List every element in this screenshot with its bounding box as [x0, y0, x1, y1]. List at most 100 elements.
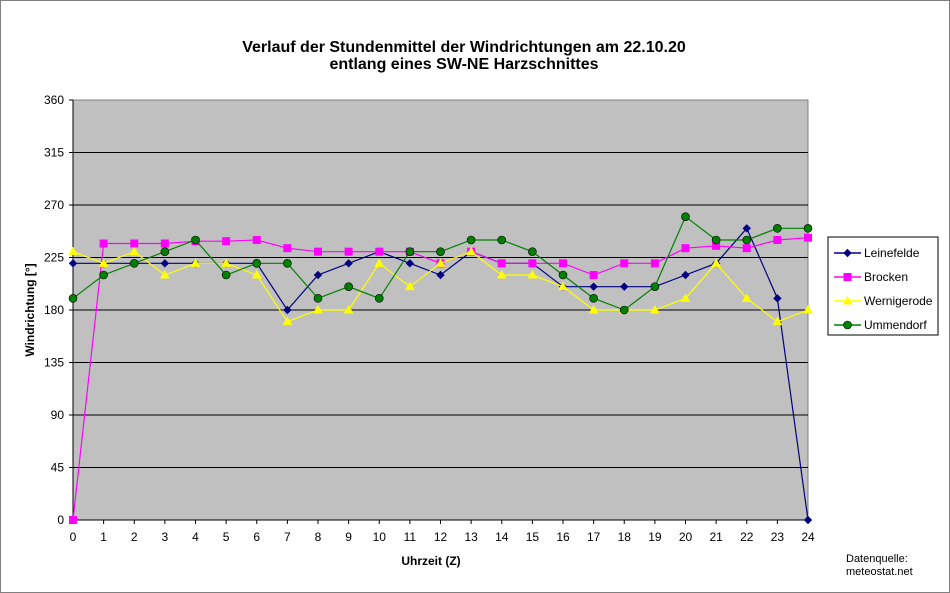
data-point-leinefelde-18	[620, 282, 629, 291]
legend-label-wernigerode: Wernigerode	[864, 294, 933, 308]
data-point-wernigerode-3	[160, 269, 170, 279]
legend: Leinefelde Brocken Wernigerode Ummendorf	[834, 246, 933, 332]
data-point-ummendorf-21	[711, 235, 721, 245]
data-point-ummendorf-4	[191, 235, 200, 245]
data-point-wernigerode-14	[496, 269, 507, 279]
data-point-brocken-22	[742, 244, 751, 253]
data-point-wernigerode-2	[129, 246, 140, 256]
data-point-ummendorf-9	[344, 282, 353, 291]
data-point-leinefelde-22	[742, 224, 751, 233]
y-tick-label-90: 90	[51, 408, 65, 422]
data-point-wernigerode-10	[374, 258, 385, 267]
data-point-wernigerode-20	[680, 293, 691, 302]
source-label: Datenquelle:	[846, 553, 908, 565]
data-point-brocken-15	[528, 259, 537, 268]
x-tick-label-5: 5	[223, 530, 230, 544]
data-point-brocken-0	[69, 516, 77, 524]
legend-entry-leinefelde: Leinefelde	[834, 246, 920, 260]
x-tick-label-9: 9	[345, 530, 352, 544]
x-tick-label-8: 8	[315, 530, 322, 544]
y-tick-label-45: 45	[51, 461, 65, 475]
x-tick-label-13: 13	[464, 530, 478, 544]
data-point-wernigerode-12	[435, 258, 446, 267]
series-wernigerode	[68, 246, 813, 326]
y-tick-label-315: 315	[44, 146, 64, 160]
data-point-ummendorf-8	[313, 294, 323, 303]
data-point-brocken-19	[650, 259, 659, 268]
y-axis-title: Windrichtung [°]	[23, 263, 37, 356]
data-point-wernigerode-13	[466, 246, 476, 256]
data-point-leinefelde-24	[803, 515, 813, 525]
data-point-wernigerode-23	[772, 316, 783, 326]
data-point-brocken-3	[160, 239, 169, 248]
data-point-ummendorf-20	[681, 212, 690, 221]
data-point-brocken-1	[99, 239, 108, 248]
x-tick-label-3: 3	[162, 530, 169, 544]
legend-label-leinefelde: Leinefelde	[864, 246, 920, 260]
data-point-brocken-23	[773, 236, 782, 244]
legend-label-ummendorf: Ummendorf	[864, 318, 927, 332]
data-point-wernigerode-11	[405, 281, 415, 291]
legend-marker-wernigerode	[842, 295, 853, 305]
data-point-wernigerode-1	[98, 258, 109, 267]
data-point-ummendorf-3	[160, 247, 170, 256]
series-ummendorf	[68, 212, 813, 315]
data-point-ummendorf-5	[221, 270, 231, 280]
data-point-leinefelde-17	[589, 282, 598, 291]
x-axis-title: Uhrzeit (Z)	[401, 554, 460, 568]
x-tick-label-10: 10	[373, 530, 387, 544]
data-point-wernigerode-0	[68, 246, 78, 256]
data-point-ummendorf-23	[773, 224, 782, 233]
x-tick-label-20: 20	[679, 530, 693, 544]
legend-marker-ummendorf	[843, 320, 852, 330]
x-tick-label-2: 2	[131, 530, 138, 544]
data-point-brocken-18	[620, 259, 629, 268]
data-point-brocken-8	[314, 247, 322, 256]
data-point-wernigerode-16	[558, 281, 568, 291]
x-tick-label-17: 17	[587, 530, 601, 544]
legend-entry-ummendorf: Ummendorf	[834, 318, 927, 332]
data-point-leinefelde-3	[160, 259, 170, 268]
data-point-ummendorf-11	[405, 247, 415, 256]
data-point-leinefelde-0	[68, 259, 78, 268]
data-point-ummendorf-1	[99, 270, 108, 280]
x-tick-label-11: 11	[404, 530, 417, 544]
legend-entry-brocken: Brocken	[834, 270, 908, 284]
chart-title-line-2: entlang eines SW-NE Harzschnittes	[329, 56, 598, 73]
data-point-ummendorf-16	[558, 270, 568, 280]
data-point-wernigerode-17	[588, 304, 599, 314]
legend-marker-brocken	[843, 273, 852, 281]
x-tick-label-4: 4	[192, 530, 199, 544]
x-tick-label-16: 16	[556, 530, 570, 544]
data-point-brocken-14	[497, 259, 506, 268]
data-point-ummendorf-7	[283, 259, 292, 268]
data-point-wernigerode-19	[650, 304, 660, 314]
y-tick-label-0: 0	[57, 513, 64, 527]
data-point-ummendorf-13	[466, 235, 476, 245]
data-point-wernigerode-15	[527, 269, 538, 279]
data-point-wernigerode-4	[190, 258, 201, 267]
y-tick-label-225: 225	[44, 251, 64, 265]
data-point-leinefelde-9	[344, 259, 353, 268]
data-point-brocken-6	[252, 236, 261, 244]
chart-title-line-1: Verlauf der Stundenmittel der Windrichtu…	[242, 39, 686, 56]
data-point-wernigerode-9	[343, 304, 354, 314]
data-point-brocken-2	[130, 239, 139, 248]
data-point-ummendorf-17	[589, 294, 598, 303]
data-point-leinefelde-20	[681, 270, 690, 280]
y-tick-label-135: 135	[44, 356, 64, 370]
x-tick-label-12: 12	[434, 530, 448, 544]
data-point-ummendorf-19	[650, 282, 660, 291]
data-point-ummendorf-18	[619, 305, 629, 315]
data-point-brocken-5	[222, 237, 231, 246]
y-tick-label-270: 270	[44, 198, 64, 212]
data-point-ummendorf-14	[497, 235, 507, 245]
x-tick-label-7: 7	[284, 530, 291, 544]
y-tick-label-180: 180	[44, 303, 64, 317]
legend-label-brocken: Brocken	[864, 270, 908, 284]
x-tick-label-14: 14	[495, 530, 509, 544]
data-point-ummendorf-24	[803, 224, 813, 233]
data-point-brocken-24	[804, 233, 812, 242]
x-tick-label-22: 22	[740, 530, 754, 544]
